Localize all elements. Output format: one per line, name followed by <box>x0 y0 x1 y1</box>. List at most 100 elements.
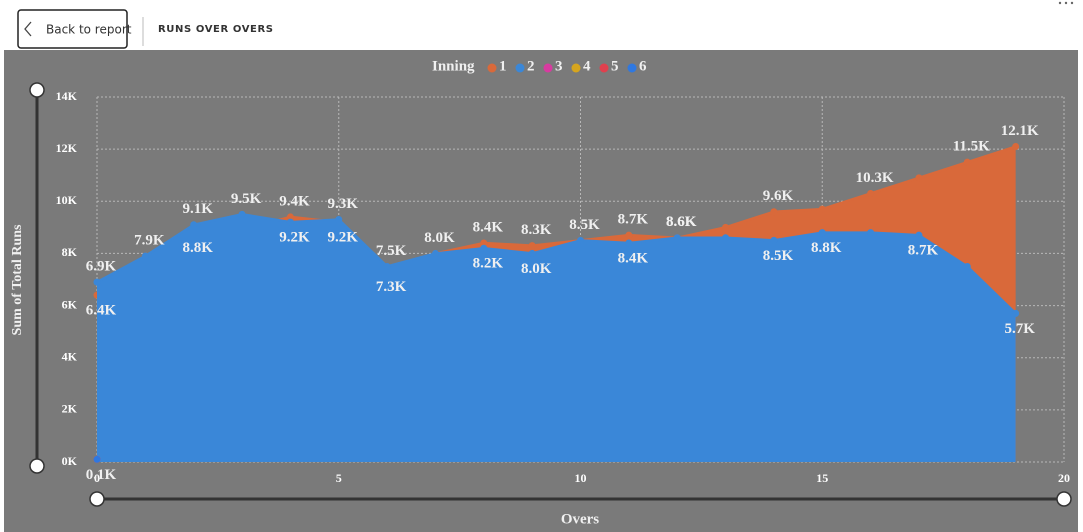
data-label: 10.3K <box>856 170 894 186</box>
y-tick-label: 10K <box>56 193 78 207</box>
data-label: 6.4K <box>86 303 117 319</box>
plot: 0K 2K 4K 6K 8K 10K 12K 14K 0 5 10 15 20 Inning 1 2 3 4 5 6 6… <box>56 58 1070 484</box>
dot[interactable] <box>1058 1 1062 5</box>
point <box>625 239 633 247</box>
point <box>867 189 875 197</box>
point <box>238 210 246 218</box>
data-label: 8.0K <box>424 230 455 246</box>
data-label: 8.2K <box>473 256 504 272</box>
legend-label: 4 <box>583 58 591 74</box>
point <box>722 223 730 231</box>
dot[interactable] <box>1070 1 1074 5</box>
data-label: 8.4K <box>473 219 504 235</box>
x-tick-label: 10 <box>575 471 587 485</box>
point <box>915 231 923 239</box>
point <box>383 262 391 270</box>
data-label: 6.9K <box>86 259 117 275</box>
page-title: RUNS OVER OVERS <box>158 24 274 35</box>
y-axis-title: Sum of Total Runs <box>10 224 25 335</box>
point <box>963 158 971 166</box>
point <box>625 231 633 239</box>
h-scroll-handle[interactable] <box>1056 491 1072 507</box>
legend-label: 6 <box>639 58 647 74</box>
point <box>722 234 730 242</box>
point <box>867 229 875 237</box>
point <box>915 174 923 182</box>
data-label: 7.3K <box>376 279 407 295</box>
legend-title: Inning <box>432 58 475 74</box>
back-label[interactable]: Back to report <box>46 23 132 37</box>
point <box>1012 143 1020 151</box>
legend-swatch <box>599 63 609 73</box>
legend-swatch <box>515 63 525 73</box>
y-tick-label: 0K <box>62 454 78 468</box>
legend-label: 3 <box>555 58 563 74</box>
data-label: 8.7K <box>618 212 649 228</box>
point <box>431 249 439 257</box>
point <box>963 262 971 270</box>
data-label: 11.5K <box>953 139 990 155</box>
data-label: 9.2K <box>279 230 310 246</box>
point <box>1012 309 1020 317</box>
legend-label: 2 <box>527 58 535 74</box>
data-label: 7.5K <box>376 243 407 259</box>
area-fill <box>97 214 1016 462</box>
point <box>577 236 584 244</box>
point <box>480 244 488 252</box>
x-tick-label: 15 <box>816 471 828 485</box>
x-axis-title: Overs <box>561 511 599 527</box>
data-label: 9.3K <box>328 196 359 212</box>
point <box>286 213 294 221</box>
back-button[interactable]: Back to report <box>17 9 132 49</box>
data-label: 5.7K <box>1004 321 1035 337</box>
legend: Inning 1 2 3 4 5 6 <box>432 58 647 74</box>
point <box>93 278 101 286</box>
legend-swatch <box>543 63 553 73</box>
data-label: 9.4K <box>279 193 310 209</box>
back-chevron[interactable] <box>24 21 32 37</box>
legend-swatch <box>627 63 637 73</box>
point <box>190 221 198 229</box>
back-button-frame[interactable] <box>17 9 128 49</box>
point <box>528 249 536 257</box>
point <box>770 236 778 244</box>
point <box>480 239 488 247</box>
y-tick-label: 4K <box>62 349 78 363</box>
v-scroll-handle[interactable] <box>29 82 45 98</box>
data-label: 8.0K <box>521 261 552 277</box>
more-options[interactable] <box>1058 1 1074 5</box>
data-label: 8.7K <box>908 243 939 259</box>
data-label: 8.8K <box>182 240 213 256</box>
data-label: 9.6K <box>763 188 794 204</box>
data-label: 9.5K <box>231 191 262 207</box>
point <box>770 208 778 216</box>
series-line <box>96 213 1017 315</box>
data-label: 8.6K <box>666 214 697 230</box>
v-scroll-handle[interactable] <box>29 458 45 474</box>
legend-swatch <box>487 63 497 73</box>
point <box>528 242 536 250</box>
legend-label: 1 <box>499 58 507 74</box>
point <box>818 229 826 237</box>
point <box>335 216 343 224</box>
y-tick-label: 2K <box>62 402 78 416</box>
data-label: 8.6K <box>666 214 697 230</box>
data-label: 9.2K <box>328 230 359 246</box>
h-scroll-handle[interactable] <box>89 491 105 507</box>
data-label: 8.5K <box>569 217 600 233</box>
x-tick-label: 20 <box>1058 471 1070 485</box>
y-tick-label: 14K <box>56 89 78 103</box>
data-label: 9.1K <box>182 201 213 217</box>
data-label: 0.1K <box>86 467 117 483</box>
point <box>141 252 149 260</box>
dot[interactable] <box>1064 1 1068 5</box>
point <box>93 455 101 463</box>
y-tick-label: 6K <box>62 297 78 311</box>
data-label: 8.4K <box>618 250 649 266</box>
data-label: 8.3K <box>521 222 552 238</box>
data-label: 8.8K <box>811 240 842 256</box>
data-label: 7.9K <box>134 232 165 248</box>
x-tick-label: 0 <box>94 471 100 485</box>
data-label: 12.1K <box>1001 123 1039 139</box>
